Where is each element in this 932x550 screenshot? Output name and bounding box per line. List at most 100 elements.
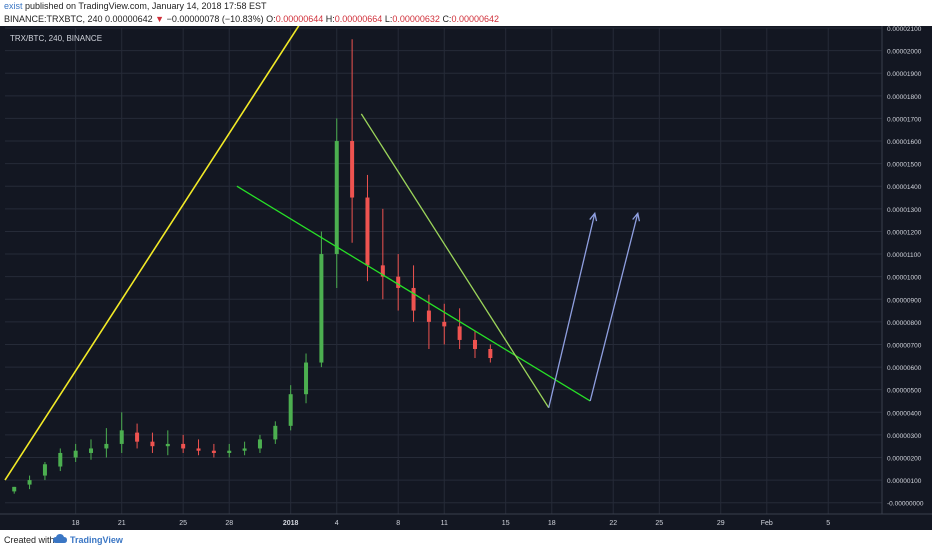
candle-body: [119, 430, 124, 444]
candle-body: [104, 443, 109, 449]
candle: [135, 423, 140, 449]
projection-arrow-2-head: [632, 211, 641, 222]
x-tick-label: 15: [502, 520, 510, 527]
high-label: H:: [325, 14, 335, 24]
x-tick-label: 18: [72, 520, 80, 527]
close-value: 0.00000642: [451, 14, 499, 24]
projection-arrow-1-head: [589, 211, 598, 222]
y-tick-label: 0.00000700: [887, 342, 922, 349]
price-change: −0.00000078 (−10.83%): [166, 14, 264, 24]
candle: [426, 294, 431, 349]
chart-header: exist published on TradingView.com, Janu…: [0, 0, 932, 26]
candle: [58, 448, 63, 472]
x-tick-label: 18: [548, 520, 556, 527]
y-tick-label: 0.00001100: [887, 252, 921, 259]
candle: [457, 308, 462, 349]
y-tick-label: 0.00001200: [887, 229, 922, 236]
y-tick-label: 0.00001600: [887, 139, 922, 146]
symbol-label: BINANCE:TRXBTC, 240: [4, 14, 103, 24]
candle-body: [196, 448, 201, 451]
candle: [12, 486, 17, 494]
candle-body: [442, 321, 447, 327]
y-tick-label: 0.00002000: [887, 49, 922, 56]
candle: [73, 443, 78, 463]
low-label: L:: [384, 14, 393, 24]
candle: [27, 475, 32, 490]
candle-body: [334, 141, 339, 255]
candle-body: [89, 448, 94, 453]
x-tick-label: 21: [118, 520, 126, 527]
candle-body: [457, 326, 462, 340]
candle: [196, 439, 201, 456]
y-tick-label: 0.00001500: [887, 162, 922, 169]
candle-body: [380, 265, 385, 277]
candle: [288, 385, 293, 431]
candle: [242, 441, 247, 456]
y-tick-label: 0.00000600: [887, 365, 922, 372]
high-value: 0.00000664: [334, 14, 383, 24]
descending-trend-line: [236, 185, 591, 402]
author-link[interactable]: exist: [4, 1, 23, 11]
x-tick-label: 8: [396, 520, 400, 527]
candle: [89, 439, 94, 460]
y-tick-label: 0.00000100: [887, 478, 922, 485]
x-tick-label: 22: [609, 520, 617, 527]
candle-body: [150, 441, 155, 447]
candle-body: [304, 362, 309, 395]
candle: [273, 421, 278, 444]
candle-body: [181, 443, 186, 449]
candle: [304, 353, 309, 404]
candle-body: [27, 480, 32, 485]
candle: [334, 118, 339, 288]
x-tick-label: 5: [826, 520, 830, 527]
candle-body: [273, 425, 278, 440]
candle: [257, 434, 262, 453]
support-trend-line: [4, 26, 300, 481]
x-tick-label: 11: [441, 520, 448, 527]
candle-body: [42, 464, 47, 476]
tradingview-cloud-icon: [53, 534, 67, 543]
chart-title: TRX/BTC, 240, BINANCE: [10, 34, 102, 43]
down-arrow-icon: ▼: [155, 14, 165, 24]
candle-body: [165, 443, 170, 447]
y-tick-label: 0.00000200: [887, 455, 922, 462]
low-value: 0.00000632: [392, 14, 440, 24]
candle: [488, 344, 493, 363]
open-value: 0.00000644: [275, 14, 324, 24]
x-tick-label: 4: [335, 520, 339, 527]
created-with-text: Created with: [4, 535, 55, 545]
y-tick-label: 0.00002100: [887, 26, 922, 33]
last-price: 0.00000642: [105, 14, 153, 24]
candle: [42, 462, 47, 481]
y-tick-label: 0.00001900: [887, 71, 922, 78]
tradingview-logo-text[interactable]: TradingView: [70, 535, 123, 545]
candle-body: [396, 276, 401, 288]
projection-arrow-1: [548, 213, 596, 408]
candle: [380, 208, 385, 300]
price-chart[interactable]: TRX/BTC, 240, BINANCE 0.00002100 0.0000200…: [0, 26, 932, 530]
x-tick-label: Feb: [761, 520, 773, 527]
candle: [442, 303, 447, 345]
y-tick-label: 0.00000400: [887, 410, 922, 417]
candle-body: [288, 394, 293, 426]
y-tick-label: 0.00001700: [887, 116, 922, 123]
x-tick-label: 2018: [283, 520, 299, 527]
candle: [119, 412, 124, 453]
candle-body: [365, 197, 370, 266]
candle: [319, 231, 324, 368]
candle: [396, 254, 401, 311]
y-tick-label: -0.00000000: [887, 501, 924, 508]
candle-body: [242, 448, 247, 451]
candle-body: [411, 287, 416, 311]
close-label: C:: [442, 14, 452, 24]
candle-body: [488, 348, 493, 359]
open-label: O:: [266, 14, 276, 24]
y-tick-label: 0.00000800: [887, 320, 922, 327]
projection-arrow-2: [589, 213, 639, 402]
candle-body: [350, 141, 355, 198]
candle: [350, 39, 355, 243]
candle-body: [227, 450, 232, 453]
y-tick-label: 0.00001400: [887, 184, 922, 191]
candle-body: [12, 486, 17, 492]
footer: Created with TradingView: [0, 530, 932, 550]
